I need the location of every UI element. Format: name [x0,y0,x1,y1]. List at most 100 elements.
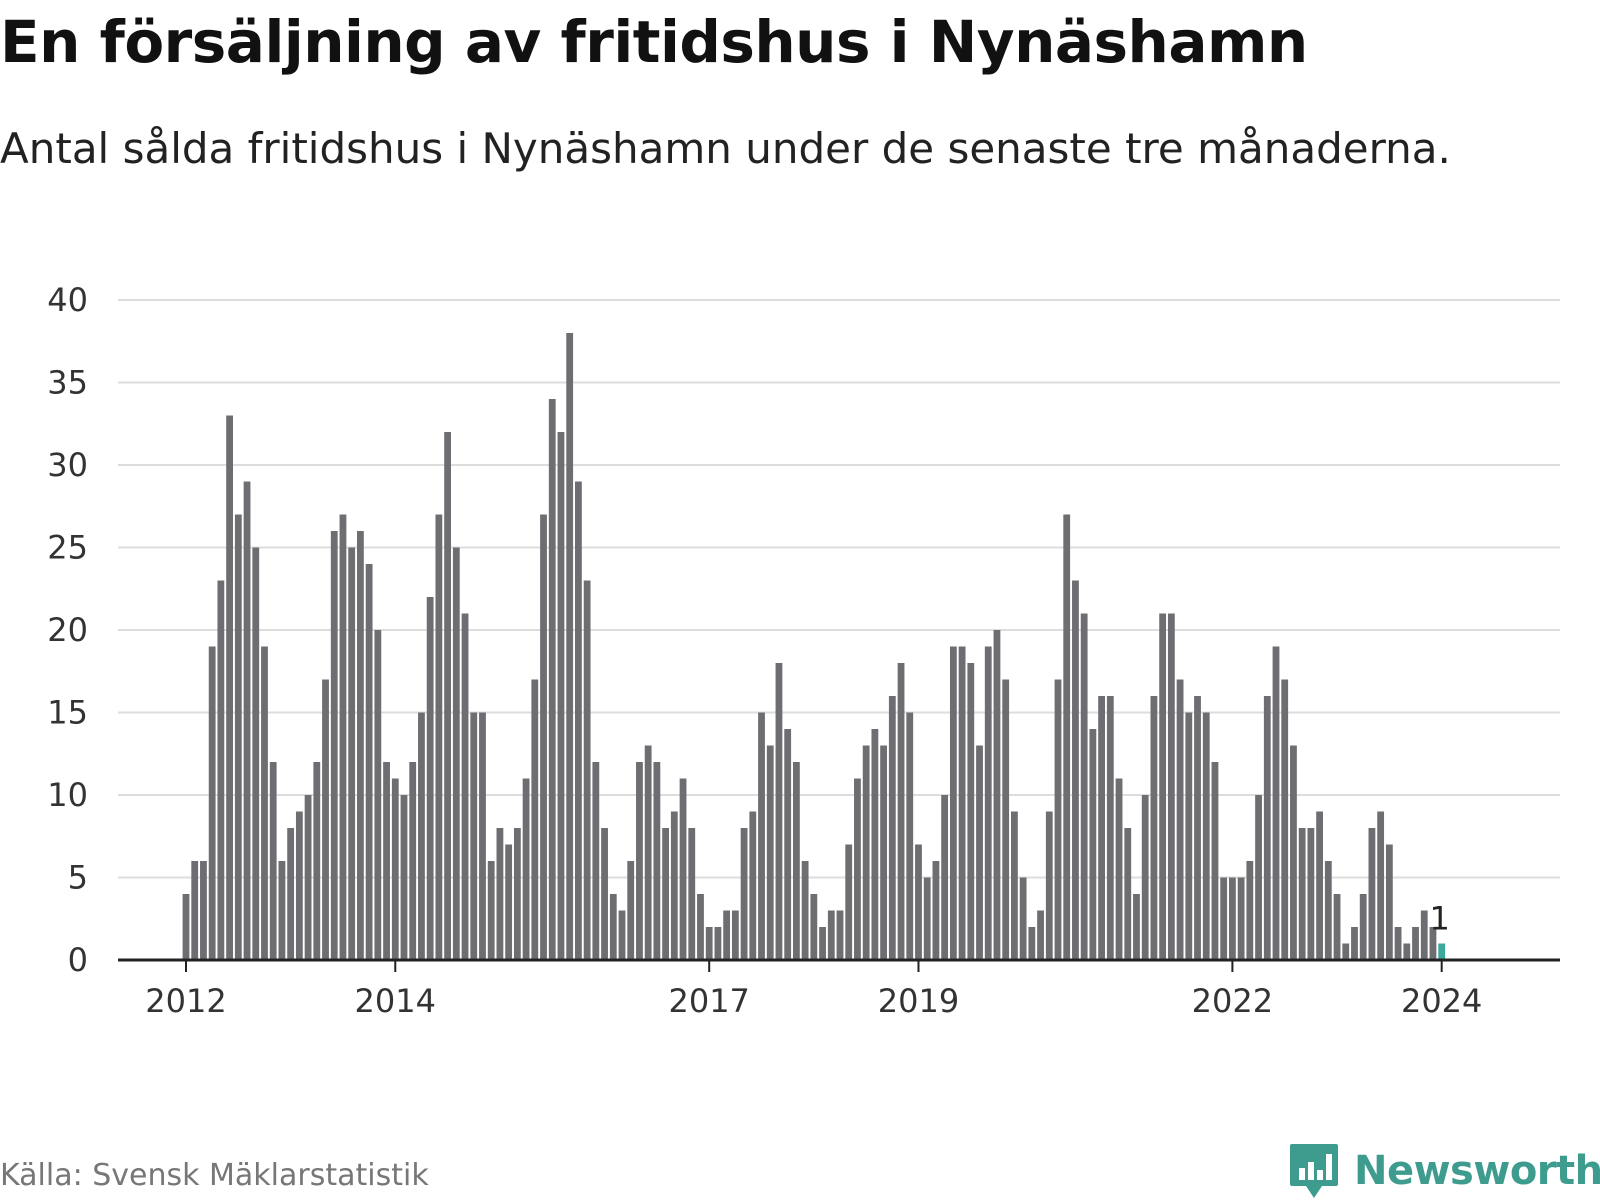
bar [697,894,704,960]
bar [618,910,626,960]
bar [1412,927,1419,960]
bar [313,762,321,960]
bar [322,679,329,960]
bar [819,927,826,960]
bar-highlight [1438,943,1446,960]
bar [1072,580,1079,960]
bar [295,811,303,960]
bar [871,729,879,960]
bar [426,597,434,960]
bar [601,828,608,960]
bar [208,646,216,960]
bar [1159,613,1167,960]
bar [566,333,574,960]
newsworthy-logo-text: Newsworthy [1354,1148,1600,1194]
x-tick-label: 2017 [668,982,749,1020]
bar [784,729,792,960]
bar [365,564,373,960]
bar [470,712,478,960]
bar [1098,696,1105,960]
bar [522,778,530,960]
bar [243,481,251,960]
bar [1220,877,1228,960]
bar [1377,811,1385,960]
bar [1368,828,1376,960]
bar [731,910,739,960]
bar [949,646,957,960]
bar [1429,927,1437,960]
labels: 0 5 10 15 20 25 30 35 40 2012 2014 2017 2019 2022 2024… [47,281,1482,1020]
y-tick-label: 35 [47,364,88,402]
bar [269,762,277,960]
bar [1263,696,1271,960]
bar [993,630,1001,960]
bar [1394,927,1402,960]
bar [435,514,443,960]
bar [862,745,870,960]
bar [1307,828,1315,960]
x-tick-label: 2022 [1192,982,1273,1020]
bar [1255,795,1262,960]
bar [1141,795,1149,960]
bar [1202,712,1210,960]
bar [1124,828,1132,960]
bar [723,910,731,960]
bar [609,894,617,960]
bar [923,877,931,960]
x-tick-label: 2024 [1401,982,1482,1020]
x-tick-label: 2019 [878,982,959,1020]
bar [304,795,312,960]
bar [932,861,940,960]
y-tick-label: 40 [47,281,88,319]
bar [1045,811,1053,960]
bar [906,712,914,960]
bar [688,828,696,960]
bar [592,762,600,960]
bar [557,432,565,960]
y-tick-label: 30 [47,446,88,484]
bar [1359,894,1367,960]
bar [234,514,242,960]
bar [766,745,774,960]
highlight-value-label: 1 [1430,900,1450,938]
bar [540,514,547,960]
bar [662,828,669,960]
bar [1229,877,1236,960]
bar [496,828,504,960]
bar [670,811,678,960]
bar [1054,679,1062,960]
bar [679,778,687,960]
bar [967,663,975,960]
bar [391,778,399,960]
bar [575,481,582,960]
bar [1342,943,1350,960]
y-tick-label: 25 [47,529,88,567]
bar [487,861,495,960]
bar [1237,877,1245,960]
bar [1002,679,1010,960]
bar [653,762,661,960]
bar [714,927,722,960]
bar [1246,861,1254,960]
bar [191,861,199,960]
bar-chart: 0 5 10 15 20 25 30 35 40 2012 2014 2017 2019 2022 2024… [47,281,1560,1020]
bar [854,778,861,960]
bar [200,861,207,960]
bar [1316,811,1323,960]
bar [775,663,783,960]
bar [976,745,983,960]
bar [217,580,225,960]
bar [339,514,347,960]
chart-subtitle: Antal sålda fritidshus i Nynäshamn under… [0,124,1451,173]
y-tick-label: 15 [47,694,88,732]
bar [915,844,922,960]
bar [182,894,190,960]
bar [1290,745,1297,960]
bar [583,580,591,960]
bar [1333,894,1341,960]
bar [1063,514,1071,960]
bar [261,646,268,960]
bar [348,547,356,960]
bar [644,745,652,960]
newsworthy-logo-icon [1290,1144,1338,1198]
